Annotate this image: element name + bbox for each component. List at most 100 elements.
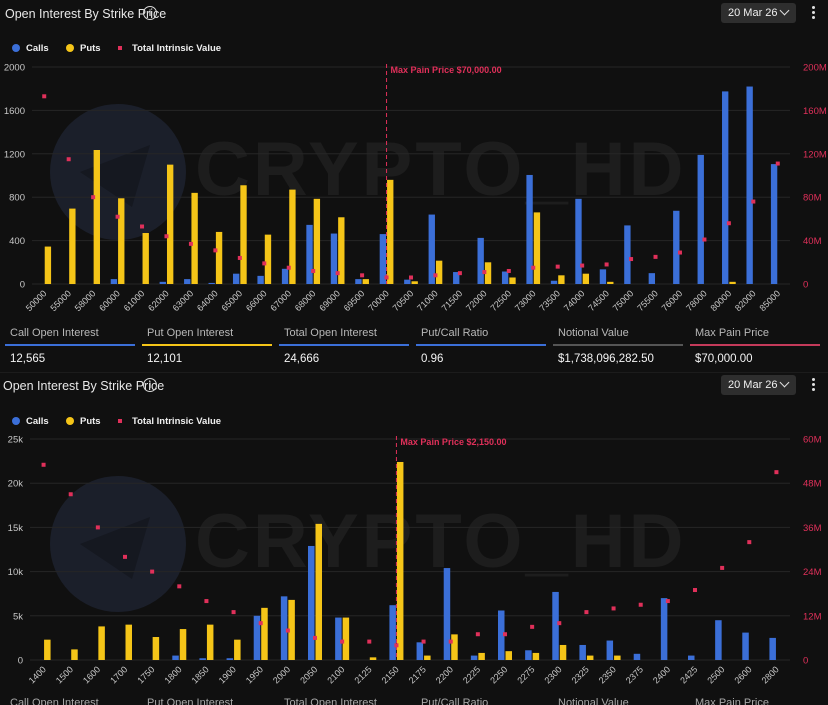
info-icon[interactable]: i xyxy=(143,6,157,20)
oi-panel-1: Open Interest By Strike Price i 20 Mar 2… xyxy=(3,3,827,365)
x-tick-label: 75000 xyxy=(611,288,636,313)
x-tick-label: 70000 xyxy=(366,288,391,313)
stat-bar xyxy=(690,344,820,346)
y-tick-label: 1600 xyxy=(4,106,25,117)
calls-bar xyxy=(715,620,722,660)
calls-bar xyxy=(624,225,631,284)
x-tick-label: 50000 xyxy=(24,288,49,313)
legend-intrinsic[interactable]: Total Intrinsic Value xyxy=(116,416,221,427)
watermark-text: CRYPTO_HD xyxy=(195,127,687,212)
date-select[interactable]: 20 Mar 26 xyxy=(721,375,796,395)
intrinsic-point xyxy=(751,199,756,204)
intrinsic-point xyxy=(475,632,480,637)
calls-bar xyxy=(770,164,778,284)
y2-tick-label: 60M xyxy=(803,435,822,446)
chevron-down-icon xyxy=(779,5,790,16)
calls-bar xyxy=(257,275,264,284)
x-tick-label: 2800 xyxy=(760,664,781,685)
puts-bar xyxy=(125,624,132,660)
calls-bar xyxy=(428,214,435,284)
intrinsic-point xyxy=(41,462,46,467)
stat-label: Put Open Interest xyxy=(147,697,234,705)
max-pain-label: Max Pain Price $2,150.00 xyxy=(400,437,506,447)
date-select[interactable]: 20 Mar 26 xyxy=(721,3,796,23)
intrinsic-point xyxy=(482,270,487,275)
puts-bar xyxy=(387,179,394,284)
y-tick-label: 5k xyxy=(13,611,23,622)
puts-bar xyxy=(234,639,241,660)
intrinsic-point xyxy=(693,588,697,593)
legend-puts-label: Puts xyxy=(80,43,101,54)
puts-bar xyxy=(142,233,149,284)
x-tick-label: 2225 xyxy=(461,664,482,685)
x-tick-label: 67000 xyxy=(268,288,293,313)
y-tick-label: 20k xyxy=(8,479,24,490)
y2-tick-label: 40M xyxy=(803,236,822,247)
stat-bar xyxy=(279,344,409,346)
panel-header: Open Interest By Strike Price i 20 Mar 2… xyxy=(0,373,828,399)
max-pain-label: Max Pain Price $70,000.00 xyxy=(391,65,502,75)
calls-bar xyxy=(110,279,118,284)
intrinsic-point xyxy=(140,224,145,229)
more-options-icon[interactable] xyxy=(809,5,817,21)
y-tick-label: 800 xyxy=(9,193,25,204)
intrinsic-point xyxy=(237,255,242,260)
info-icon[interactable]: i xyxy=(143,378,157,392)
intrinsic-point xyxy=(774,470,779,475)
legend-calls[interactable]: Calls xyxy=(12,43,49,54)
intrinsic-point xyxy=(42,94,47,99)
calls-bar xyxy=(453,272,460,284)
calls-bar xyxy=(404,279,411,284)
intrinsic-point xyxy=(258,621,263,626)
stat-bar xyxy=(416,344,546,346)
intrinsic-point xyxy=(123,554,127,559)
puts-bar xyxy=(484,262,492,284)
legend-calls[interactable]: Calls xyxy=(12,416,49,427)
calls-bar xyxy=(599,269,607,284)
x-tick-label: 70500 xyxy=(391,288,416,313)
x-tick-label: 1500 xyxy=(54,664,75,685)
legend-puts[interactable]: Puts xyxy=(66,416,101,427)
calls-bar xyxy=(526,174,533,284)
x-tick-label: 72500 xyxy=(488,288,513,313)
x-tick-label: 1800 xyxy=(162,664,183,685)
calls-dot-icon xyxy=(12,44,20,52)
intrinsic-marker-icon xyxy=(118,419,122,423)
puts-bar xyxy=(44,639,51,660)
intrinsic-point xyxy=(311,268,316,273)
puts-bar xyxy=(451,634,458,660)
x-tick-label: 69500 xyxy=(342,288,367,313)
calls-bar xyxy=(477,237,484,284)
puts-bar xyxy=(532,652,540,660)
puts-bar xyxy=(71,649,78,660)
watermark-logo-mark xyxy=(80,517,150,579)
intrinsic-point xyxy=(360,273,365,278)
x-tick-label: 62000 xyxy=(146,288,171,313)
y2-tick-label: 160M xyxy=(803,106,827,117)
x-tick-label: 68000 xyxy=(293,288,318,313)
y2-tick-label: 0 xyxy=(803,656,808,667)
intrinsic-point xyxy=(66,157,71,162)
calls-bar xyxy=(280,596,288,660)
intrinsic-point xyxy=(531,265,536,270)
chevron-down-icon xyxy=(779,377,790,388)
watermark-text: CRYPTO_HD xyxy=(195,499,687,584)
puts-bar xyxy=(362,279,369,284)
stat-put-call-ratio: Put/Call Ratio 0.96 xyxy=(416,322,546,365)
x-tick-label: 64000 xyxy=(195,288,220,313)
calls-bar xyxy=(575,198,582,284)
legend-puts[interactable]: Puts xyxy=(66,43,101,54)
x-tick-label: 63000 xyxy=(171,288,196,313)
more-options-icon[interactable] xyxy=(809,377,817,393)
stat-value: 12,101 xyxy=(147,353,183,365)
legend-intrinsic[interactable]: Total Intrinsic Value xyxy=(116,43,221,54)
puts-bar xyxy=(288,599,295,660)
puts-bar xyxy=(69,208,76,284)
x-tick-label: 74500 xyxy=(586,288,611,313)
x-tick-label: 1700 xyxy=(108,664,129,685)
calls-dot-icon xyxy=(12,417,20,425)
puts-bar xyxy=(206,624,214,660)
x-tick-label: 55000 xyxy=(48,288,73,313)
intrinsic-point xyxy=(702,237,707,242)
puts-bar xyxy=(435,260,443,284)
